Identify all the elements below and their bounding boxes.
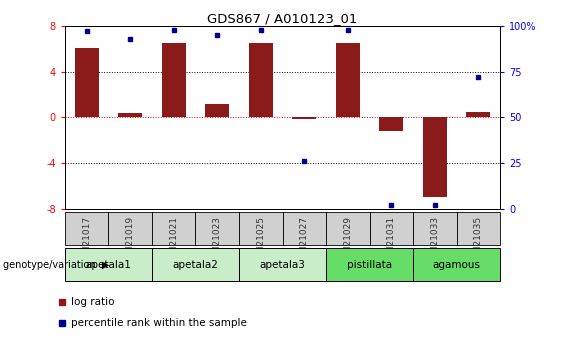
Text: apetala3: apetala3 [259,260,306,270]
Text: GSM21023: GSM21023 [213,216,221,265]
Bar [457,212,500,245]
Bar [75,48,99,117]
Bar [205,104,229,117]
Bar [326,212,370,245]
Bar [249,43,273,117]
Text: GSM21035: GSM21035 [474,216,483,265]
Text: GSM21031: GSM21031 [387,216,396,265]
Bar [370,212,413,245]
Bar [292,117,316,119]
Bar [326,248,413,281]
Bar [195,212,239,245]
Bar [413,212,457,245]
Text: GSM21019: GSM21019 [126,216,134,265]
Bar [65,248,152,281]
Bar [423,117,447,197]
Bar [118,113,142,117]
Text: percentile rank within the sample: percentile rank within the sample [71,318,246,327]
Text: apetala2: apetala2 [172,260,219,270]
Bar [152,212,195,245]
Text: GSM21029: GSM21029 [344,216,352,265]
Bar [65,212,108,245]
Text: pistillata: pistillata [347,260,392,270]
Bar [108,212,152,245]
Text: agamous: agamous [433,260,480,270]
Bar [282,212,326,245]
Bar [162,43,186,117]
Bar [466,111,490,117]
Bar [379,117,403,131]
Text: log ratio: log ratio [71,297,114,307]
Text: GSM21017: GSM21017 [82,216,91,265]
Text: GSM21021: GSM21021 [170,216,178,265]
Text: GSM21025: GSM21025 [257,216,265,265]
Bar [336,43,360,117]
Bar [239,212,282,245]
Bar [413,248,500,281]
Bar [239,248,326,281]
Text: genotype/variation  ▶: genotype/variation ▶ [3,260,109,270]
Text: GSM21027: GSM21027 [300,216,308,265]
Bar [152,248,239,281]
Text: apetala1: apetala1 [85,260,132,270]
Text: GSM21033: GSM21033 [431,216,439,265]
Title: GDS867 / A010123_01: GDS867 / A010123_01 [207,12,358,25]
